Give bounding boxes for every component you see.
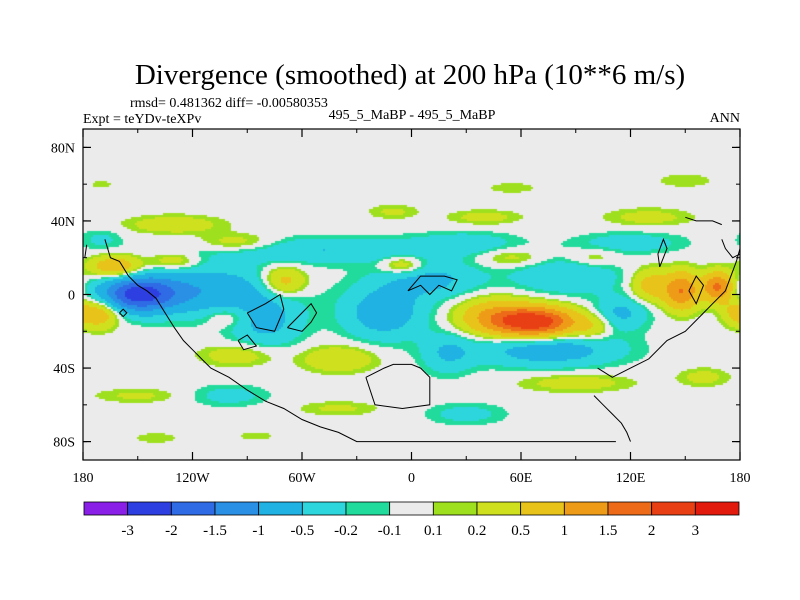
colorbar-label: 0.2 (468, 523, 487, 539)
x-tick-label: 120E (616, 471, 646, 486)
chart-title: Divergence (smoothed) at 200 hPa (10**6 … (135, 59, 685, 91)
coastline-9 (657, 237, 668, 268)
colorbar-label: 3 (692, 523, 700, 539)
x-tick-label: 120W (175, 471, 210, 486)
y-tick-label: 40N (51, 215, 75, 230)
y-tick-label: 80N (51, 141, 75, 156)
x-tick-label: 180 (730, 471, 751, 486)
coastline-10 (688, 275, 705, 305)
coastline-12 (84, 244, 88, 258)
x-tick-label: 0 (408, 471, 415, 486)
case-label: 495_5_MaBP - 495_5_MaBP (329, 108, 496, 123)
coastline-11 (721, 239, 740, 259)
axes: 180 120W 60W 0 60E 120E 180 80N 40N 0 40S 80S (51, 129, 751, 486)
coastline-8 (593, 395, 631, 442)
colorbar-swatch (476, 501, 522, 516)
season-label: ANN (710, 111, 740, 126)
colorbar: -3 -2 -1.5 -1 -0.5 -0.2 -0.1 0.1 0.2 0.5 1 1.5 2 3 (83, 501, 740, 539)
y-tick-label: 0 (68, 289, 75, 304)
colorbar-label: -1.5 (203, 523, 227, 539)
coastline-6 (407, 275, 458, 296)
colorbar-swatch (170, 501, 216, 516)
colorbar-label: 1 (561, 523, 569, 539)
colorbar-label: 0.5 (511, 523, 530, 539)
colorbar-swatch (389, 501, 434, 516)
colorbar-label: 2 (648, 523, 656, 539)
coastline-3 (287, 302, 318, 332)
colorbar-label: -0.2 (334, 523, 358, 539)
colorbar-swatch (83, 501, 129, 516)
y-tick-label: 40S (53, 362, 75, 377)
coastlines (84, 216, 740, 443)
coastline-2 (237, 334, 258, 351)
colorbar-swatch (301, 501, 347, 516)
x-tick-label: 60E (510, 471, 533, 486)
colorbar-label: -0.5 (290, 523, 314, 539)
coastline-0 (104, 239, 616, 443)
colorbar-swatch (258, 501, 303, 516)
colorbar-swatch (563, 501, 609, 516)
colorbar-label: -3 (121, 523, 134, 539)
coastline-5 (365, 363, 431, 410)
colorbar-label: 0.1 (424, 523, 443, 539)
colorbar-label: -2 (165, 523, 178, 539)
colorbar-label: -0.1 (378, 523, 402, 539)
colorbar-swatch (214, 501, 260, 516)
colorbar-swatch (432, 501, 478, 516)
colorbar-swatch (651, 501, 696, 516)
stats-line: rmsd= 0.481362 diff= -0.00580353 (130, 96, 328, 111)
colorbar-swatch (345, 501, 391, 516)
x-tick-label: 180 (73, 471, 94, 486)
y-tick-label: 80S (53, 436, 75, 451)
coastline-7 (597, 248, 740, 378)
colorbar-swatch (607, 501, 653, 516)
colorbar-swatch (694, 501, 740, 516)
colorbar-swatch (520, 501, 565, 516)
x-tick-label: 60W (288, 471, 316, 486)
colorbar-label: 1.5 (599, 523, 618, 539)
divergence-field (83, 129, 740, 460)
coastline-13 (685, 216, 722, 226)
coastline-1 (119, 308, 128, 318)
colorbar-label: -1 (252, 523, 265, 539)
coastline-4 (246, 293, 285, 332)
colorbar-swatch (127, 501, 172, 516)
experiment-label: Expt = teYDv-teXPv (83, 112, 201, 127)
